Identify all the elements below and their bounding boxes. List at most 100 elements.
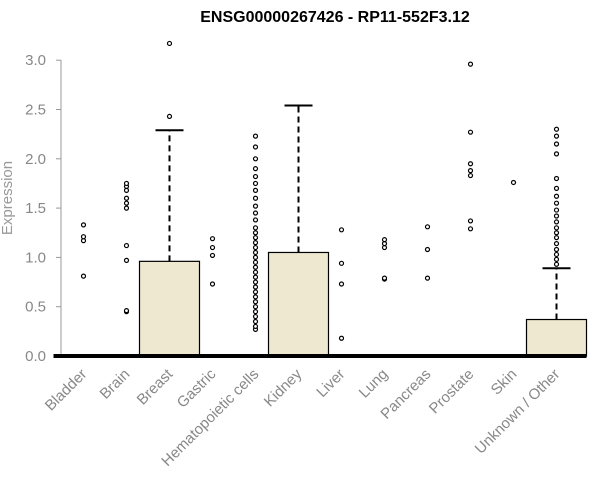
outlier-point [80,234,87,240]
outlier-point [252,309,259,315]
outlier-point [252,156,259,162]
x-tick-label: Liver [313,366,348,401]
outlier-point [123,308,130,314]
y-tick-label: 0.5 [25,299,46,316]
outlier-point [123,200,130,206]
box-lung [354,237,415,358]
y-tick-label: 3.0 [25,52,46,69]
outlier-point [467,129,474,135]
chart-title: ENSG00000267426 - RP11-552F3.12 [200,9,470,26]
outlier-point [252,187,259,193]
outlier-point [252,279,259,285]
outlier-point [338,281,345,287]
outlier-point [252,294,259,300]
outlier-point [123,242,130,249]
outlier-point [252,217,259,223]
outlier-point [467,218,474,224]
outlier-point [338,335,345,341]
outlier-point [553,193,560,199]
outlier-point [252,289,259,295]
outlier-point [252,180,259,187]
outlier-point [252,166,259,172]
outlier-point [252,210,259,216]
box-hematopoietic-cells [225,133,286,358]
outlier-point [553,235,560,241]
outlier-point [252,304,259,310]
outlier-point [553,246,560,253]
outlier-point [424,246,431,253]
y-axis-title: Expression [0,161,16,235]
outlier-point [80,273,87,279]
outlier-point [252,133,259,139]
outlier-point [252,269,259,275]
y-axis-ticks: 0.0 0.5 1.0 1.5 2.0 2.5 3.0 [25,52,61,365]
outlier-point [252,230,259,236]
box-prostate [440,61,501,358]
outlier-point [252,203,259,209]
outlier-point [252,240,259,246]
outlier-point [467,161,474,167]
outlier-point [123,257,130,263]
outlier-point [209,252,216,259]
boxes [53,40,588,358]
outlier-point [553,213,560,219]
outlier-point [252,299,259,305]
outlier-point [252,323,259,330]
outlier-point [209,236,216,242]
x-tick-label: Brain [97,366,134,403]
outlier-point [252,173,259,180]
outlier-point [80,222,87,228]
y-tick-label: 1.0 [25,249,46,266]
x-tick-label: Bladder [42,366,91,415]
x-tick-label: Lung [356,366,392,402]
outlier-point [252,313,259,320]
outlier-point [553,126,560,132]
outlier-point [166,113,173,120]
outlier-point [553,151,560,157]
outlier-point [381,275,388,281]
x-tick-label: Prostate [426,366,478,418]
outlier-point [553,230,560,236]
outlier-point [467,168,474,174]
outlier-point [553,261,560,267]
box-iqr [267,251,330,357]
box-breast [138,40,201,358]
outlier-point [553,219,560,225]
box-kidney [267,104,330,358]
outlier-point [424,224,431,230]
outlier-point [252,318,259,325]
outlier-point [467,61,474,67]
outlier-point [252,264,259,270]
outlier-point [553,133,560,139]
outlier-point [467,172,474,179]
outlier-point [553,240,560,247]
y-tick-label: 0.0 [25,348,46,365]
outlier-point [252,254,259,260]
outlier-point [252,235,259,241]
outlier-point [209,281,216,287]
box-pancreas [397,224,458,358]
outlier-point [123,205,130,211]
outlier-point [252,259,259,265]
outlier-point [252,284,259,290]
outlier-point [252,195,259,201]
outlier-point [166,40,173,47]
outlier-point [510,179,517,186]
outlier-point [467,226,474,232]
outlier-point [553,185,560,191]
outlier-point [338,260,345,266]
y-tick-label: 1.5 [25,200,46,217]
outlier-point [553,141,560,147]
outlier-point [553,251,560,258]
outlier-point [123,195,130,201]
outlier-point [338,227,345,233]
y-tick-label: 2.5 [25,102,46,119]
outlier-point [123,180,130,187]
x-tick-label: Skin [488,366,521,399]
outlier-point [252,144,259,150]
outlier-point [424,275,431,281]
outlier-point [553,200,560,206]
outlier-point [553,207,560,213]
box-unknown-other [525,126,588,358]
